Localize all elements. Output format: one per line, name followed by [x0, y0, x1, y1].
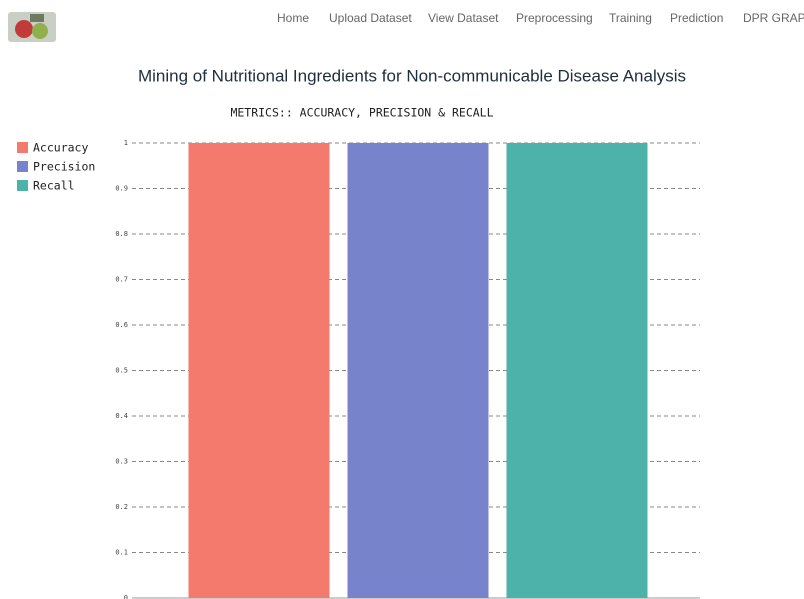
page: Mining of Nutritional Ingredients for No…: [0, 0, 804, 599]
nav-link[interactable]: Upload Dataset: [329, 11, 412, 25]
nav-link[interactable]: Prediction: [670, 11, 723, 25]
y-tick-label: 0.5: [115, 367, 128, 375]
nav-link[interactable]: Training: [609, 11, 652, 25]
nav-link[interactable]: DPR GRAPH: [743, 11, 804, 25]
page-title: Mining of Nutritional Ingredients for No…: [138, 66, 686, 85]
y-tick-label: 0.1: [115, 549, 128, 557]
y-tick-label: 0: [124, 594, 128, 599]
legend-swatch: [17, 180, 28, 191]
legend-swatch: [17, 142, 28, 153]
bar: [189, 143, 330, 598]
legend-label: Recall: [33, 179, 75, 193]
legend-swatch: [17, 161, 28, 172]
bar: [348, 143, 489, 598]
y-tick-label: 0.3: [115, 458, 128, 466]
y-tick-label: 0.4: [115, 412, 128, 420]
y-tick-label: 0.6: [115, 321, 128, 329]
legend-label: Precision: [33, 160, 95, 174]
y-tick-label: 0.9: [115, 185, 128, 193]
chart-title: METRICS:: ACCURACY, PRECISION & RECALL: [230, 106, 493, 120]
bar: [507, 143, 648, 598]
y-tick-label: 0.2: [115, 503, 128, 511]
logo: [8, 12, 56, 42]
screen: Mining of Nutritional Ingredients for No…: [0, 0, 804, 599]
y-tick-label: 1: [124, 139, 128, 147]
legend-label: Accuracy: [33, 141, 88, 155]
nav-link[interactable]: Preprocessing: [516, 11, 593, 25]
nav-link[interactable]: View Dataset: [428, 11, 499, 25]
y-tick-label: 0.8: [115, 230, 128, 238]
nav-link[interactable]: Home: [277, 11, 309, 25]
y-tick-label: 0.7: [115, 276, 128, 284]
